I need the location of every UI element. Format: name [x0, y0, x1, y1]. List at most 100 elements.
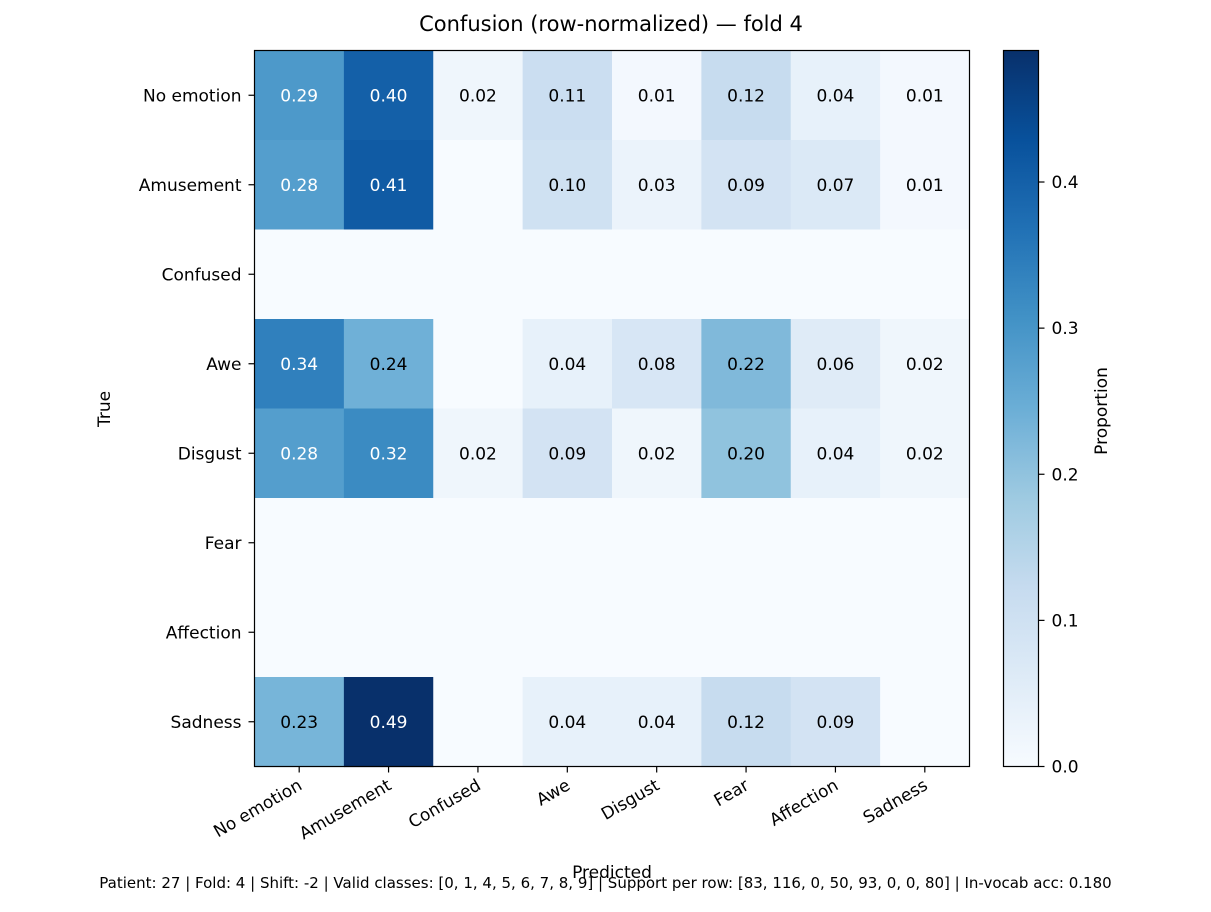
x-tick-label: Sadness — [860, 775, 932, 828]
x-tick-label: Disgust — [598, 775, 664, 824]
heatmap-cell — [701, 229, 792, 320]
cell-value-label: 0.12 — [727, 86, 765, 106]
heatmap-cell — [701, 408, 792, 499]
cell-value-label: 0.24 — [370, 355, 408, 375]
heatmap-cell — [254, 319, 345, 410]
heatmap-cell — [612, 319, 702, 410]
heatmap-cell — [433, 50, 524, 141]
cell-value-label: 0.32 — [370, 444, 408, 464]
cell-value-label: 0.04 — [548, 713, 586, 733]
heatmap-cell — [254, 677, 345, 768]
heatmap-cell — [612, 677, 702, 768]
heatmap-cell — [433, 140, 524, 231]
cell-value-label: 0.09 — [817, 713, 855, 733]
heatmap-cell — [612, 408, 702, 499]
heatmap-cell — [612, 140, 702, 231]
heatmap-cell — [701, 319, 792, 410]
heatmap-cell — [612, 50, 702, 141]
heatmap-cell — [343, 50, 434, 141]
cell-value-label: 0.10 — [548, 176, 586, 196]
x-axis-label: Predicted — [572, 863, 652, 883]
heatmap-cell — [433, 498, 524, 589]
cell-value-label: 0.08 — [638, 355, 676, 375]
cell-value-label: 0.01 — [638, 86, 676, 106]
heatmap-cell — [343, 587, 434, 678]
heatmap-cell — [790, 50, 881, 141]
y-axis-ticks: No emotion Amusement Confused Awe Disgust Fea… — [139, 86, 255, 733]
heatmap-cell — [701, 140, 792, 231]
heatmap-cell — [880, 50, 971, 141]
heatmap-cell — [522, 677, 613, 768]
cell-value-label: 0.20 — [727, 444, 765, 464]
heatmap-cell — [790, 498, 881, 589]
heatmap-cell — [522, 587, 613, 678]
heatmap-cell — [522, 50, 613, 141]
heatmap-cell — [254, 498, 345, 589]
colorbar-label: Proportion — [1092, 367, 1112, 455]
heatmap-cell — [522, 229, 613, 320]
heatmap-cell — [254, 408, 345, 499]
cell-value-label: 0.49 — [370, 713, 408, 733]
heatmap-cell — [343, 498, 434, 589]
cell-value-label: 0.04 — [817, 444, 855, 464]
y-tick-label: No emotion — [143, 86, 242, 106]
cell-value-label: 0.04 — [638, 713, 676, 733]
heatmap-cell — [433, 408, 524, 499]
cell-value-label: 0.02 — [906, 355, 944, 375]
cell-value-label: 0.04 — [817, 86, 855, 106]
plot-frame — [253, 49, 971, 768]
heatmap-cell — [880, 140, 971, 231]
cell-value-label: 0.28 — [280, 176, 318, 196]
heatmap-cell — [701, 498, 792, 589]
cell-value-label: 0.09 — [727, 176, 765, 196]
heatmap-cell — [433, 229, 524, 320]
cell-value-label: 0.29 — [280, 86, 318, 106]
y-tick-label: Sadness — [171, 713, 242, 733]
colorbar-tick-label: 0.3 — [1052, 319, 1079, 339]
cell-value-label: 0.03 — [638, 176, 676, 196]
heatmap-cell — [880, 587, 971, 678]
y-axis-label: True — [95, 391, 115, 428]
cell-value-label: 0.02 — [459, 444, 497, 464]
cell-value-label: 0.01 — [906, 176, 944, 196]
heatmap-cell — [612, 587, 702, 678]
chart-title: Confusion (row-normalized) — fold 4 — [419, 12, 803, 36]
y-tick-label: Disgust — [178, 444, 242, 464]
heatmap-cell — [790, 319, 881, 410]
cell-value-label: 0.12 — [727, 713, 765, 733]
heatmap-cells — [254, 50, 971, 768]
cell-value-label: 0.09 — [548, 444, 586, 464]
heatmap-cell — [701, 50, 792, 141]
heatmap-cell — [522, 140, 613, 231]
heatmap-cell — [880, 498, 971, 589]
cell-value-label: 0.23 — [280, 713, 318, 733]
cell-value-label: 0.02 — [906, 444, 944, 464]
x-tick-label: Fear — [711, 776, 753, 812]
heatmap-cell — [433, 319, 524, 410]
cell-value-label: 0.01 — [906, 86, 944, 106]
heatmap-cell — [522, 498, 613, 589]
x-tick-label: Confused — [405, 776, 484, 833]
heatmap-cell — [254, 140, 345, 231]
heatmap-cell — [343, 677, 434, 768]
cell-value-label: 0.02 — [638, 444, 676, 464]
heatmap-cell — [612, 229, 702, 320]
y-tick-label: Confused — [162, 265, 242, 285]
heatmap-cell — [433, 587, 524, 678]
heatmap-cell — [343, 140, 434, 231]
heatmap-cell — [880, 319, 971, 410]
cell-value-label: 0.22 — [727, 355, 765, 375]
colorbar-ticks: 0.0 0.1 0.2 0.3 0.4 — [1038, 173, 1079, 778]
colorbar-tick-label: 0.2 — [1052, 465, 1079, 485]
y-tick-label: Affection — [166, 623, 242, 643]
cell-value-label: 0.11 — [548, 86, 586, 106]
heatmap-cell — [522, 319, 613, 410]
heatmap-cell — [343, 319, 434, 410]
cell-value-label: 0.04 — [548, 355, 586, 375]
heatmap-cell — [790, 677, 881, 768]
heatmap-cell — [522, 408, 613, 499]
heatmap-cell — [880, 229, 971, 320]
